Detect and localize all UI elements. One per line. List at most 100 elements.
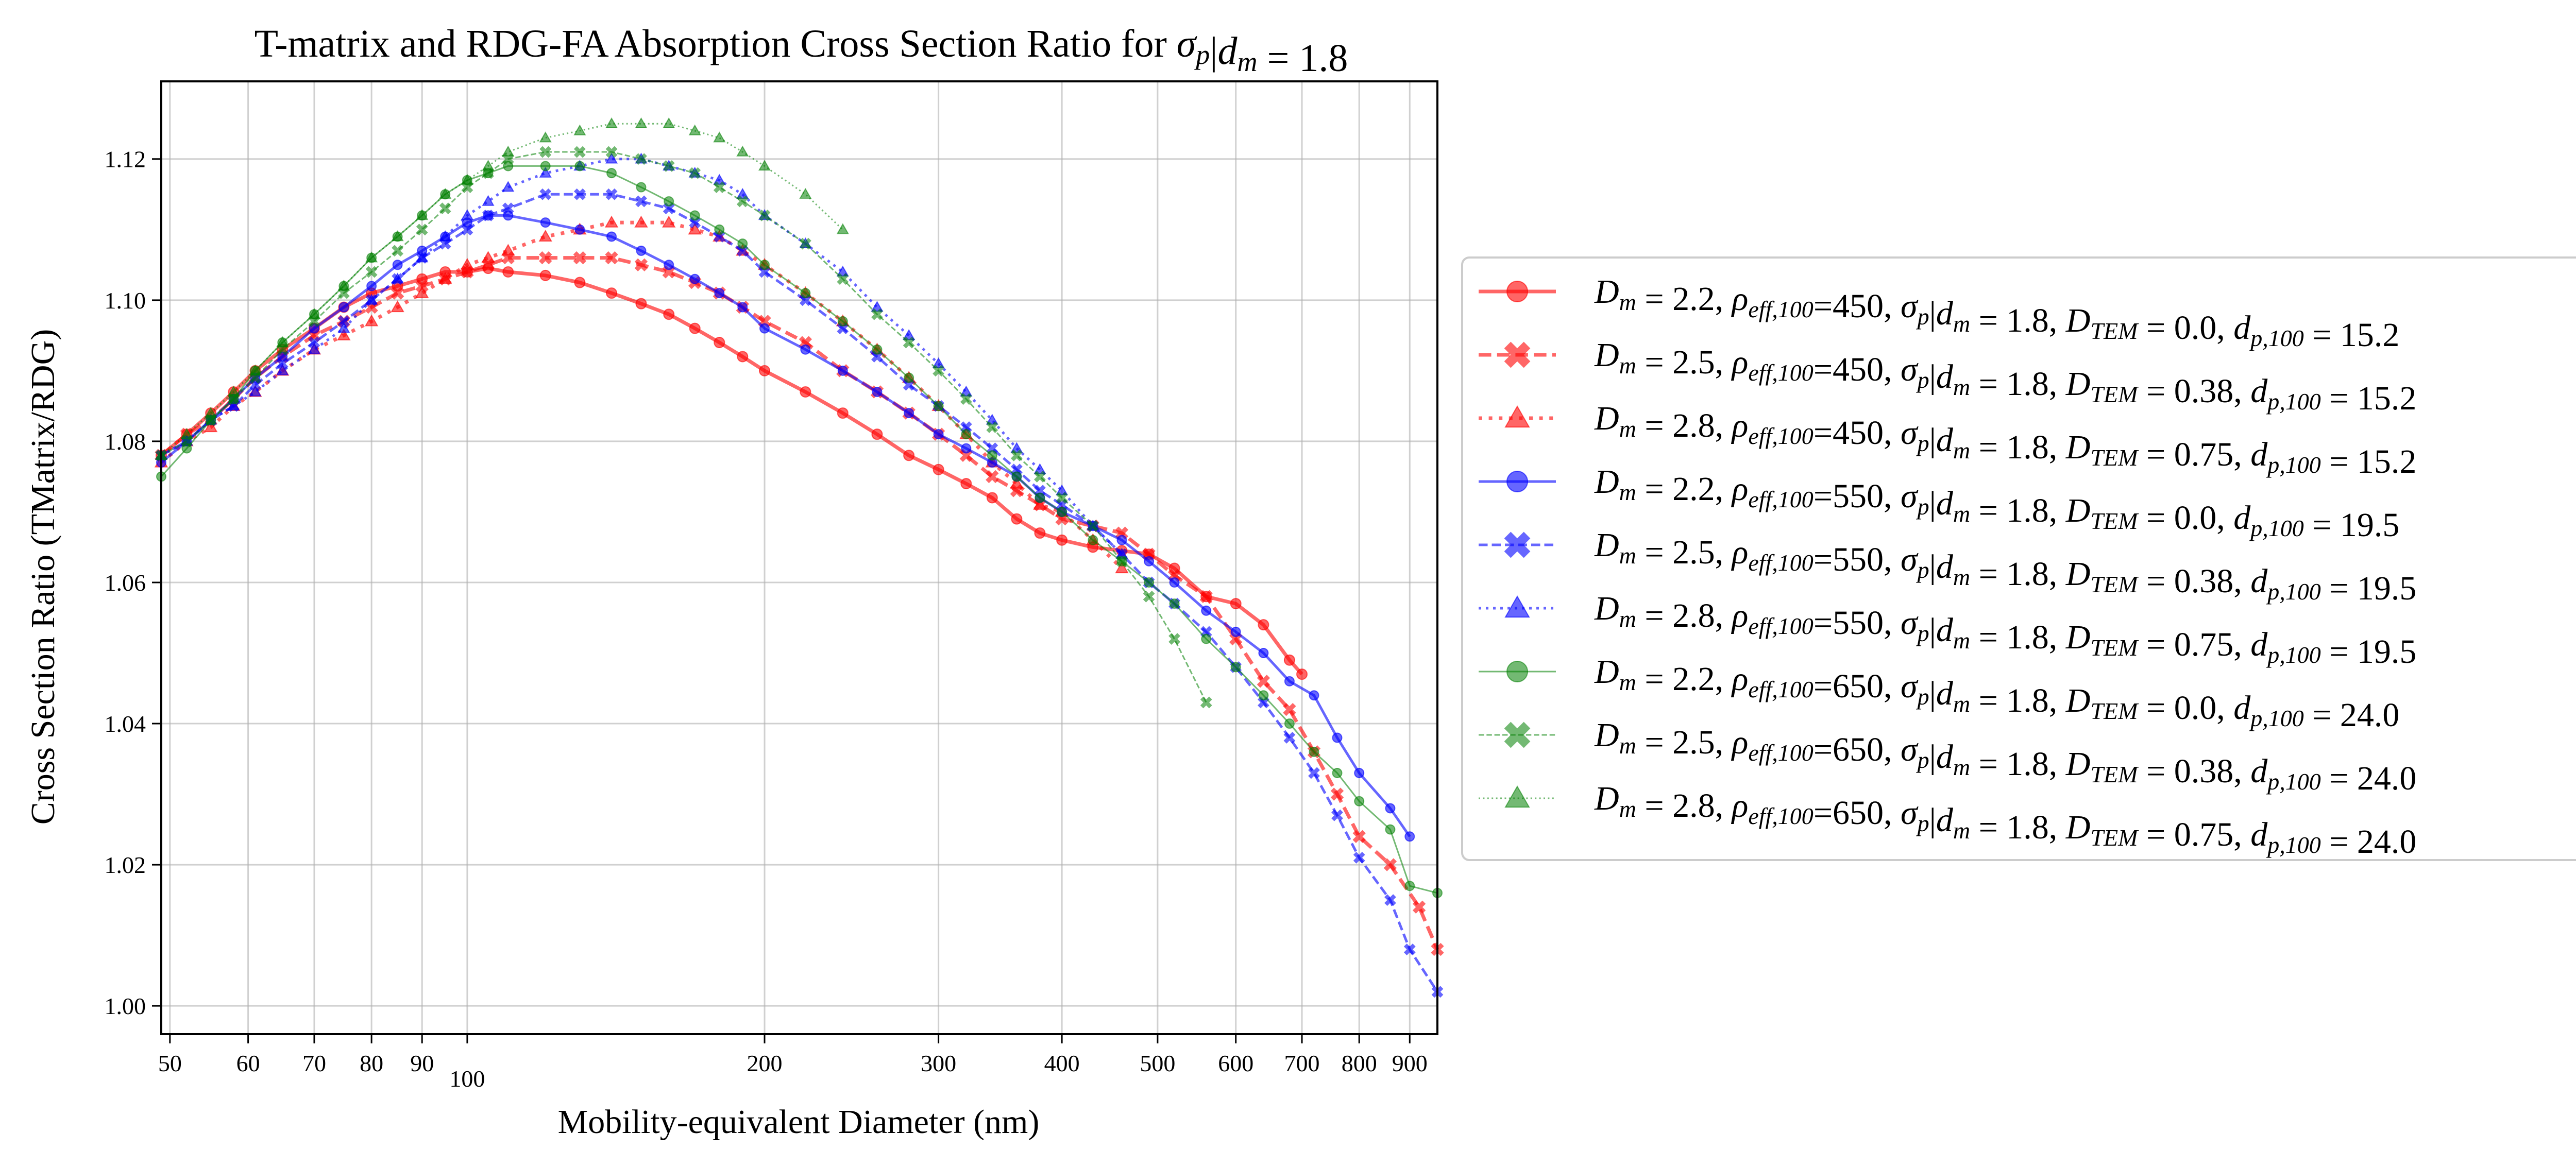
data-point <box>1331 809 1343 821</box>
data-point <box>1035 492 1045 503</box>
data-point <box>837 316 848 327</box>
data-point <box>461 174 473 185</box>
data-point <box>1010 476 1024 489</box>
data-point <box>337 328 351 340</box>
data-point <box>605 146 618 158</box>
data-point <box>1332 732 1343 743</box>
data-point <box>276 364 289 375</box>
data-point <box>416 209 429 220</box>
data-point <box>502 202 514 215</box>
data-point <box>663 160 675 172</box>
data-point <box>1353 851 1365 864</box>
y-tick-label: 1.02 <box>105 852 146 878</box>
data-point <box>1354 767 1365 778</box>
data-point <box>365 251 378 263</box>
data-point <box>689 210 700 221</box>
data-point <box>961 443 972 454</box>
data-point <box>539 269 551 281</box>
data-point <box>1332 767 1343 778</box>
data-point <box>227 400 240 411</box>
data-point <box>664 196 674 207</box>
data-point <box>1283 702 1296 716</box>
y-tick-label: 1.04 <box>105 711 146 737</box>
data-point <box>986 470 999 484</box>
legend-marker <box>1504 341 1531 368</box>
legend-item: Dm = 2.2, ρeff,100=650, σp|dm = 1.8, DTE… <box>1479 653 2399 734</box>
data-point <box>540 217 551 228</box>
data-point <box>933 365 945 377</box>
data-point <box>1011 513 1023 525</box>
data-point <box>337 280 350 291</box>
data-point <box>392 260 403 270</box>
data-point <box>1404 881 1415 891</box>
data-point <box>573 124 586 135</box>
data-point <box>308 336 320 349</box>
data-point <box>933 401 944 411</box>
data-point <box>1169 598 1180 609</box>
data-point <box>903 336 915 349</box>
data-point <box>605 152 618 164</box>
data-point <box>759 323 770 334</box>
data-point <box>540 161 551 171</box>
data-point <box>1354 796 1365 806</box>
data-point <box>366 281 377 291</box>
data-point <box>1258 619 1269 631</box>
data-point <box>758 209 771 221</box>
data-point <box>482 160 495 171</box>
data-point <box>1034 527 1046 539</box>
data-point <box>713 181 725 193</box>
data-point <box>1283 732 1296 744</box>
data-point <box>1383 858 1397 871</box>
series-9 <box>155 117 849 460</box>
data-point <box>1057 506 1067 517</box>
data-point <box>960 478 972 490</box>
data-point <box>539 251 552 265</box>
x-tick-label: 300 <box>921 1050 956 1076</box>
legend-marker <box>1504 595 1530 618</box>
data-point <box>539 131 552 143</box>
data-point <box>635 117 648 128</box>
legend-label: Dm = 2.2, ρeff,100=450, σp|dm = 1.8, DTE… <box>1594 273 2399 354</box>
data-point <box>1403 943 1416 955</box>
data-point <box>986 492 998 504</box>
data-point <box>634 215 648 228</box>
data-point <box>1033 470 1046 483</box>
data-point <box>337 322 350 333</box>
x-tick-label: 600 <box>1218 1050 1253 1076</box>
data-point <box>606 287 618 299</box>
series-3 <box>154 215 1129 574</box>
data-point <box>1384 894 1396 906</box>
y-tick-label: 1.10 <box>105 287 146 314</box>
data-point <box>1201 605 1212 616</box>
data-point <box>1169 577 1180 588</box>
grid-lines <box>161 81 1437 1034</box>
data-point <box>481 251 495 263</box>
data-point <box>539 166 552 178</box>
chart-title: T-matrix and RDG-FA Absorption Cross Sec… <box>255 22 1348 80</box>
data-point <box>461 224 473 236</box>
data-point <box>635 153 647 165</box>
series-line <box>161 151 1207 703</box>
data-point <box>573 251 587 265</box>
x-tick-label: 60 <box>236 1050 260 1076</box>
data-point <box>737 351 749 363</box>
data-point <box>1230 626 1241 637</box>
legend-marker <box>1506 661 1528 682</box>
data-point <box>605 117 618 128</box>
legend-item: Dm = 2.8, ρeff,100=650, σp|dm = 1.8, DTE… <box>1479 780 2416 861</box>
data-point <box>1230 662 1241 673</box>
data-point <box>391 272 404 284</box>
data-point <box>1385 803 1396 814</box>
data-point <box>205 406 217 418</box>
data-point <box>605 188 618 200</box>
data-point <box>1330 787 1344 801</box>
data-point <box>574 224 585 235</box>
data-point <box>573 188 586 200</box>
data-point <box>986 421 998 433</box>
data-point <box>482 195 495 206</box>
data-point <box>663 117 675 128</box>
data-point <box>439 187 452 199</box>
data-point <box>737 238 748 249</box>
data-point <box>836 223 849 234</box>
y-axis-label: Cross Section Ratio (TMatrix/RDG) <box>24 329 62 825</box>
